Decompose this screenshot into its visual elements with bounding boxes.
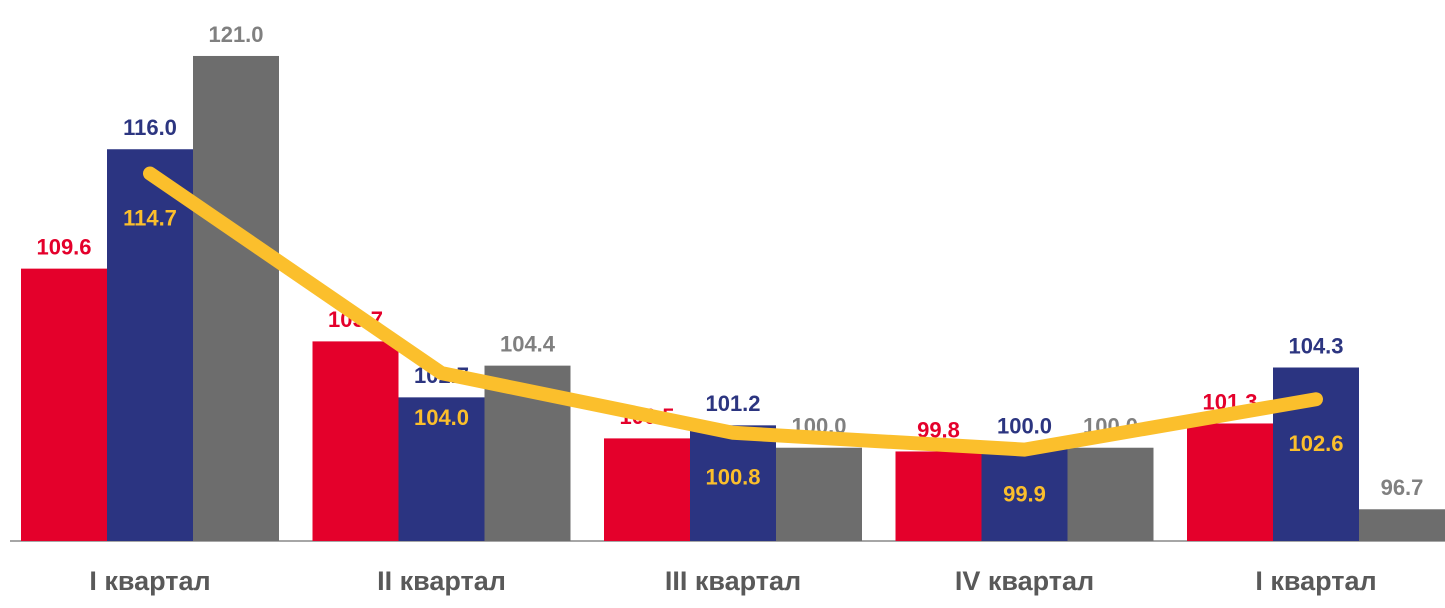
x-tick-label: II квартал xyxy=(377,566,506,596)
x-tick-label: I квартал xyxy=(89,566,210,596)
line-label: 104.0 xyxy=(414,405,469,430)
bar xyxy=(604,438,690,541)
data-label: 121.0 xyxy=(208,22,263,47)
bar xyxy=(981,447,1068,541)
bar xyxy=(398,397,485,541)
line-label: 100.8 xyxy=(705,465,760,490)
bar xyxy=(1359,509,1445,541)
bar xyxy=(312,341,399,541)
x-tick-label: III квартал xyxy=(665,566,801,596)
data-label: 104.4 xyxy=(500,331,556,356)
line-label: 99.9 xyxy=(1003,481,1046,506)
bar xyxy=(690,425,776,541)
data-label: 100.0 xyxy=(997,414,1052,439)
x-tick-label: I квартал xyxy=(1255,566,1376,596)
line-label: 114.7 xyxy=(123,205,177,230)
data-label: 101.2 xyxy=(705,391,760,416)
bar xyxy=(1067,447,1154,541)
bar xyxy=(895,451,982,541)
bar xyxy=(193,55,279,542)
data-label: 109.6 xyxy=(36,234,91,259)
bar xyxy=(1187,423,1273,541)
line xyxy=(143,166,1323,457)
line-label: 102.6 xyxy=(1288,431,1343,456)
data-label: 116.0 xyxy=(123,115,177,140)
bar xyxy=(107,149,193,541)
bar xyxy=(776,447,862,541)
x-tick-label: IV квартал xyxy=(955,566,1094,596)
data-label: 104.3 xyxy=(1288,333,1343,358)
data-label: 96.7 xyxy=(1381,475,1424,500)
bar xyxy=(21,268,107,541)
